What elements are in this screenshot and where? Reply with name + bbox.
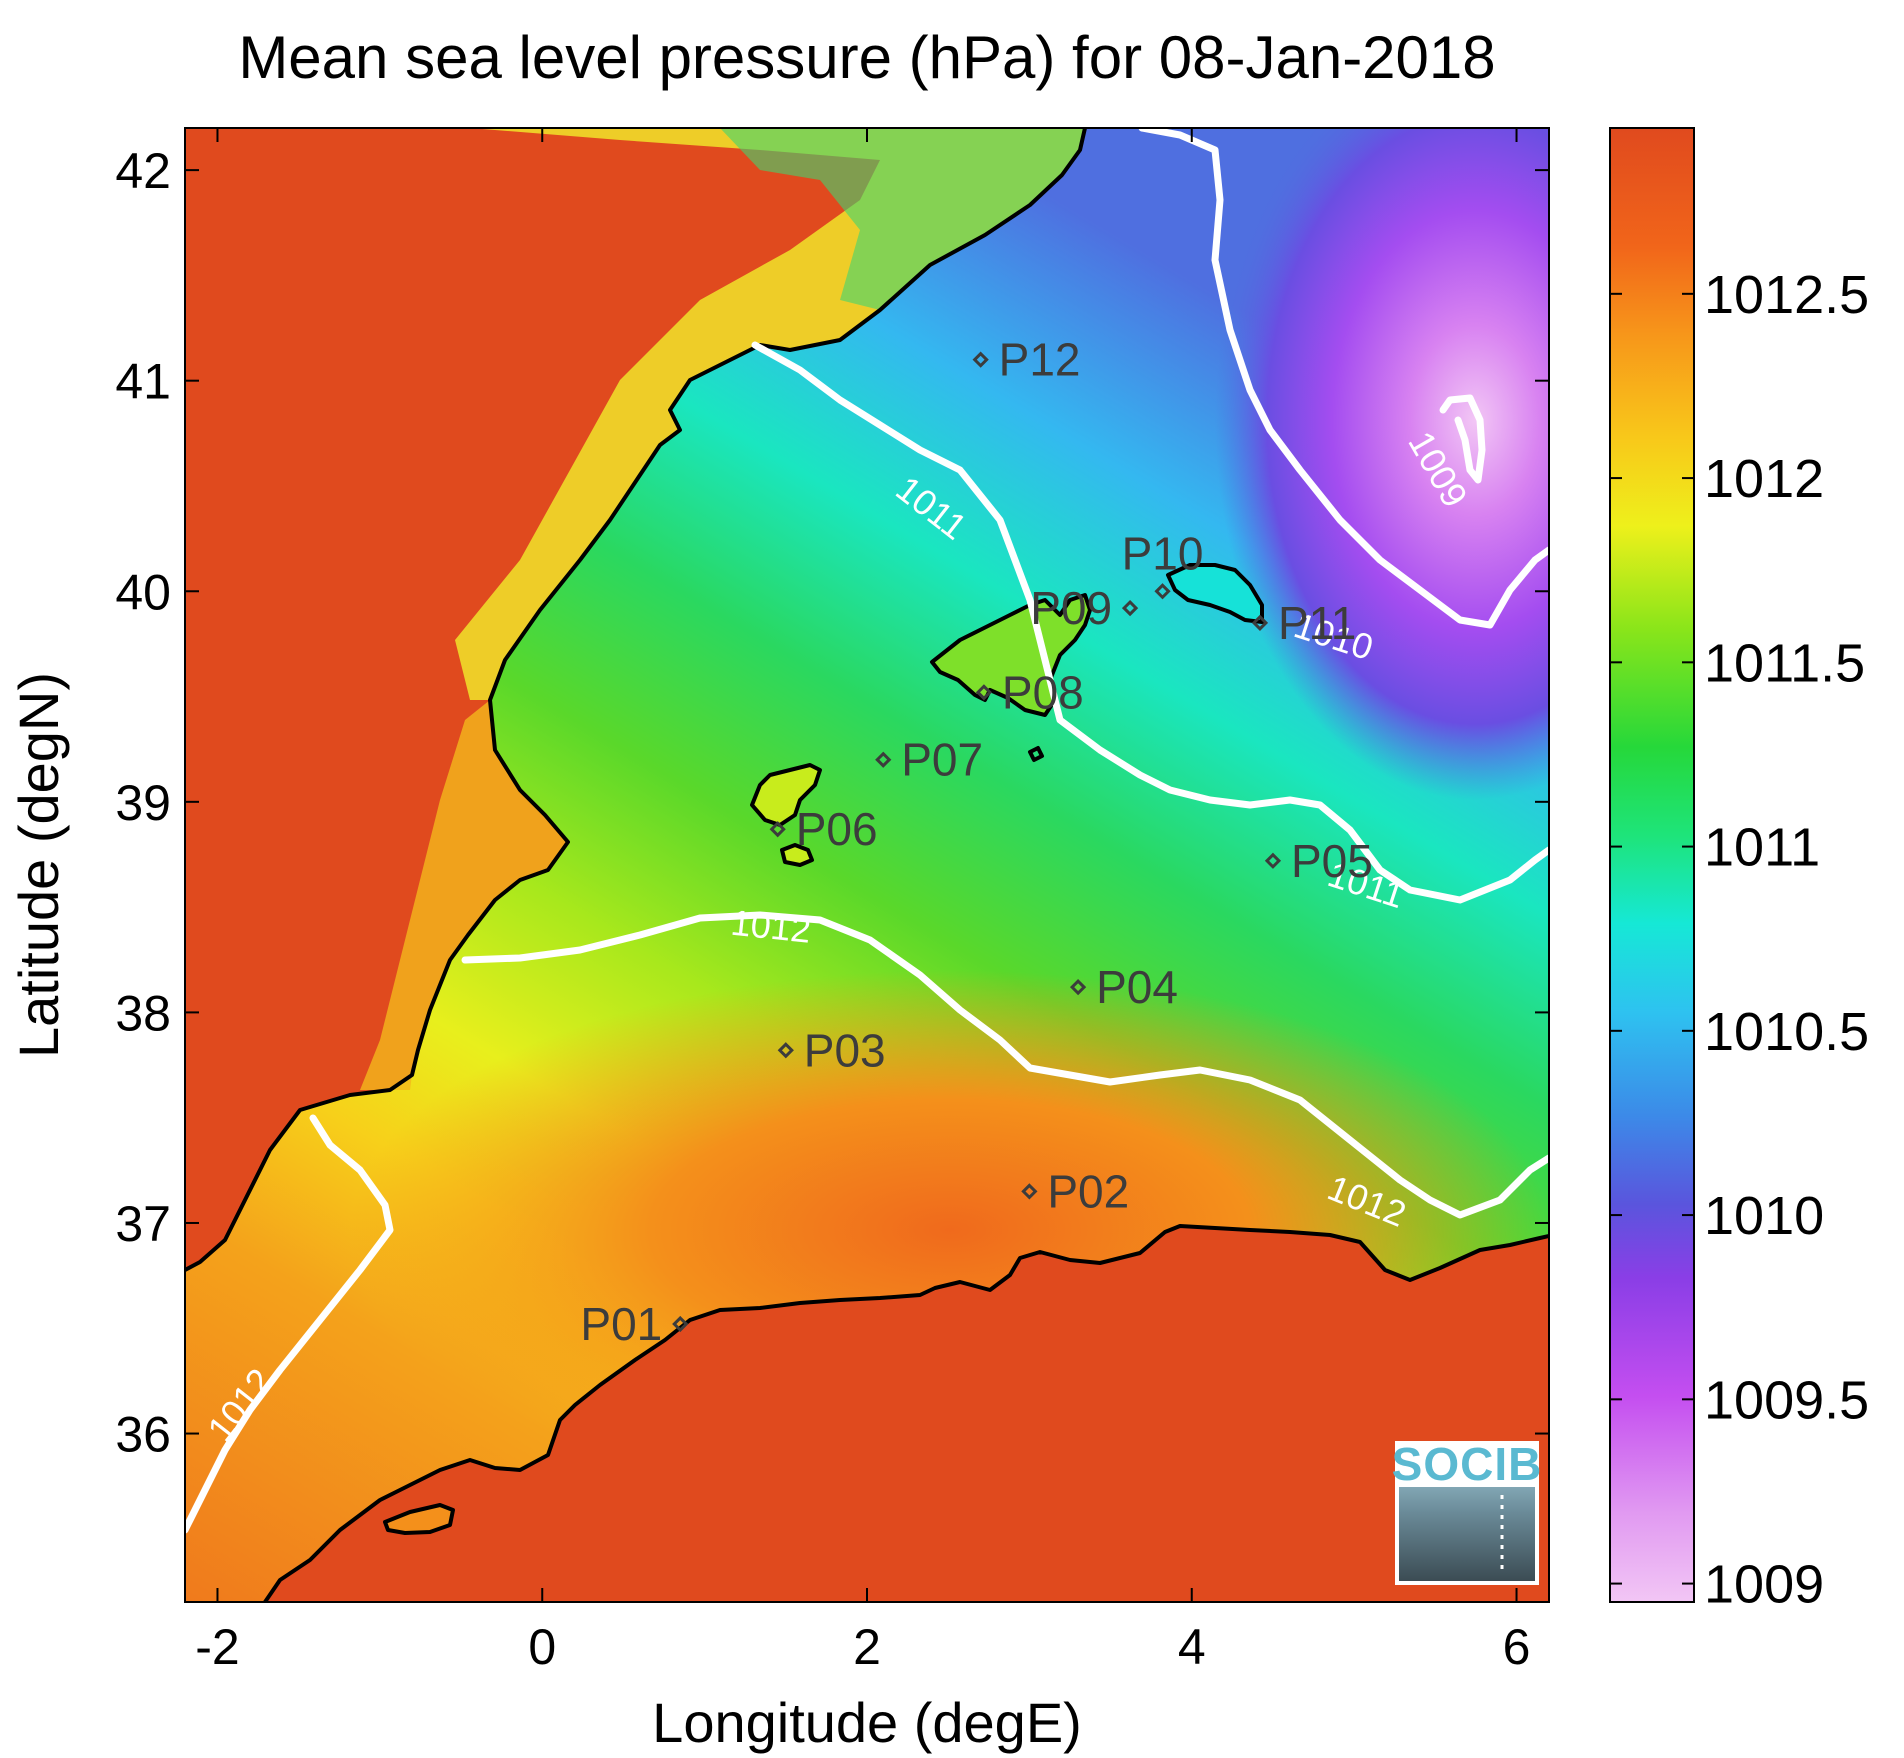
station-marker-p08	[975, 684, 993, 701]
y-axis-ticks: 36 37 38 39 40 41 42	[115, 143, 1549, 1463]
colorbar-tick-label: 1009	[1704, 1555, 1824, 1615]
isobar-label: 1012	[729, 902, 813, 951]
coastline-north-africa	[263, 1224, 1549, 1602]
isobar-1012-south	[185, 1114, 394, 1534]
station-label-p12: P12	[999, 334, 1081, 386]
colorbar-tick-label: 1011.5	[1704, 633, 1865, 693]
island-menorca	[1168, 565, 1262, 622]
colorbar-ticks: 1009 1009.5 1010 1010.5 1011 1011.5 1012 1012.5	[1610, 265, 1869, 1615]
station-marker-p11	[1251, 614, 1269, 631]
station-marker-p03	[777, 1042, 794, 1059]
coastline-alboran	[383, 1503, 455, 1535]
station-marker-p05	[1264, 852, 1282, 869]
station-marker-p02	[1021, 1183, 1038, 1200]
station-label-p07: P07	[901, 734, 983, 786]
station-label-p11: P11	[1278, 597, 1356, 649]
station-label-p09: P09	[1030, 582, 1112, 634]
land-north-africa	[185, 1226, 1549, 1602]
low-pressure-center	[1215, 128, 1549, 800]
station-marker-p12	[972, 351, 989, 368]
logo-text: SOCIB	[1392, 1438, 1543, 1490]
land-iberia-east-strip	[360, 700, 568, 1090]
colorbar-tick-label: 1011	[1704, 818, 1820, 878]
coastline-ibiza	[750, 763, 822, 827]
chart-title: Mean sea level pressure (hPa) for 08-Jan…	[238, 24, 1495, 91]
isobars	[185, 128, 1549, 1534]
colorbar-tick-label: 1009.5	[1704, 1370, 1869, 1430]
x-axis-ticks: -2 0 2 4 6	[195, 128, 1530, 1675]
x-tick-label: 6	[1503, 1619, 1531, 1675]
station-marker-p04	[1069, 979, 1087, 996]
station-marker-p09	[1121, 599, 1139, 617]
y-tick-label: 40	[115, 564, 171, 620]
station-label-p05: P05	[1291, 835, 1373, 887]
colorbar-gradient	[1609, 127, 1695, 1603]
colorbar: 1009 1009.5 1010 1010.5 1011 1011.5 1012 1012.5	[1609, 127, 1869, 1615]
y-tick-label: 39	[115, 775, 171, 831]
y-tick-label: 38	[115, 985, 171, 1041]
y-axis-label: Latitude (degN)	[7, 672, 70, 1058]
isobar-1010	[1138, 128, 1549, 629]
station-marker-p06	[769, 821, 786, 838]
coastline-formentera	[780, 843, 814, 867]
station-label-p06: P06	[796, 803, 878, 855]
colorbar-tick-label: 1012	[1704, 449, 1824, 509]
station-label-p08: P08	[1002, 666, 1084, 718]
station-label-p01: P01	[580, 1298, 662, 1350]
isobar-1012-north	[461, 911, 1549, 1219]
station-marker-p01	[672, 1315, 689, 1333]
island-alboran	[385, 1505, 453, 1533]
x-axis-label: Longitude (degE)	[652, 1691, 1082, 1754]
y-tick-label: 41	[115, 354, 171, 410]
station-label-p04: P04	[1096, 961, 1178, 1013]
land-iberia-green	[720, 128, 1085, 310]
y-tick-label: 37	[115, 1196, 171, 1252]
y-tick-label: 36	[115, 1407, 171, 1463]
island-ibiza	[752, 765, 820, 825]
x-tick-label: 4	[1178, 1619, 1206, 1675]
isobar-1011	[751, 341, 1549, 904]
isobar-1009	[1439, 394, 1486, 484]
coastline-iberia	[185, 128, 1087, 1272]
socib-logo: SOCIB	[1392, 1438, 1543, 1585]
station-marker-p10	[1154, 583, 1171, 600]
x-tick-label: 0	[528, 1619, 556, 1675]
station-label-p02: P02	[1047, 1165, 1129, 1217]
colorbar-tick-label: 1010	[1704, 1186, 1824, 1246]
coastlines	[185, 128, 1549, 1602]
y-tick-label: 42	[115, 143, 171, 199]
station-label-p03: P03	[804, 1024, 886, 1076]
colorbar-tick-label: 1012.5	[1704, 265, 1869, 325]
station-marker-p07	[875, 751, 892, 768]
coastline-menorca	[1166, 563, 1264, 624]
x-tick-label: 2	[853, 1619, 881, 1675]
station-label-p10: P10	[1122, 527, 1204, 579]
coastline-cabrera	[1028, 746, 1044, 762]
x-tick-label: -2	[195, 1619, 239, 1675]
colorbar-tick-label: 1010.5	[1704, 1002, 1869, 1062]
